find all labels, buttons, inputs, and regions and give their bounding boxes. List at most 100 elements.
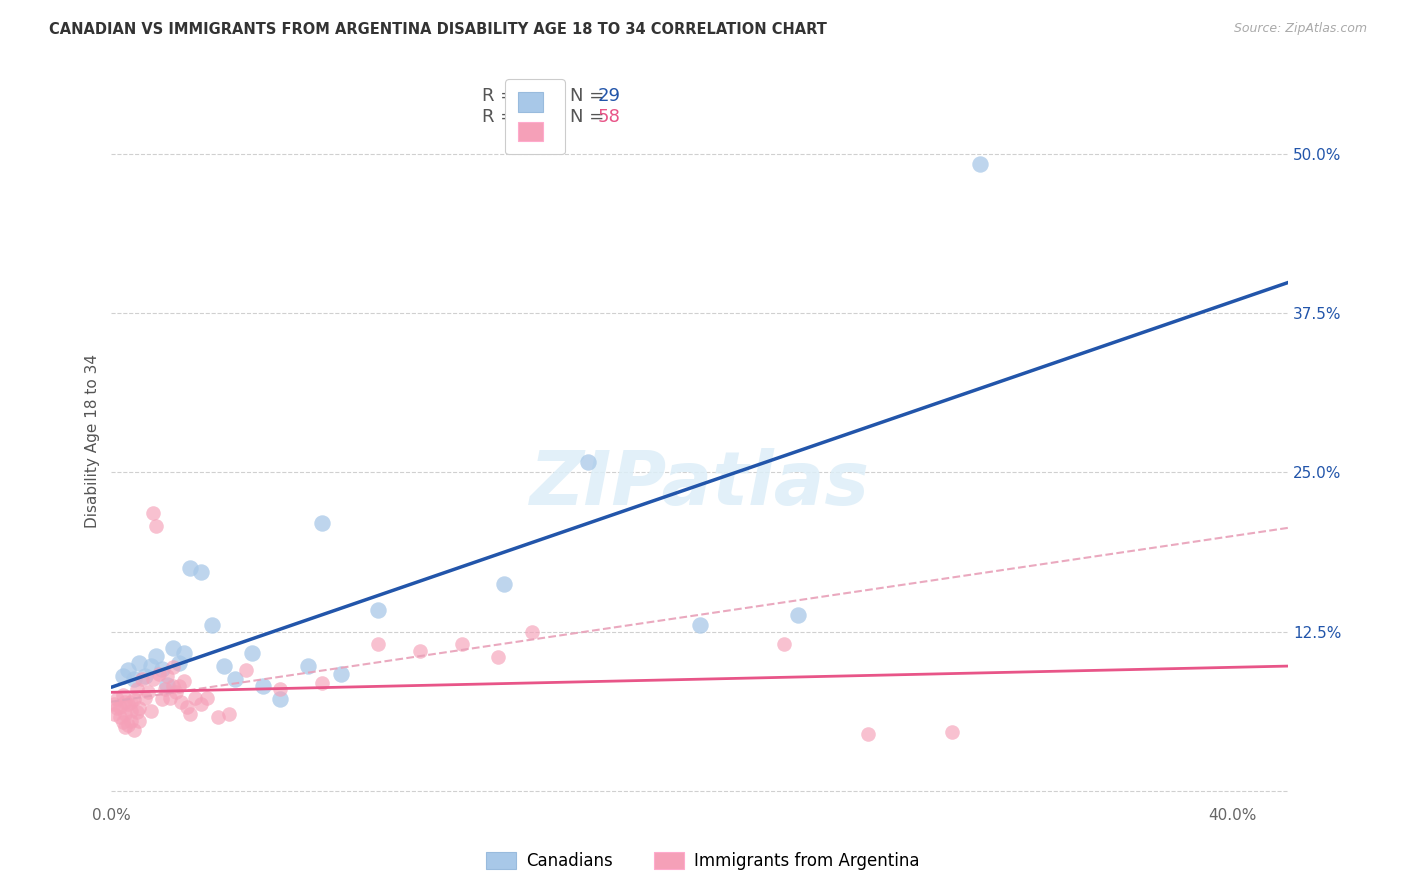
Point [139,659,162,673]
Point [269,692,291,706]
Point [117,663,139,677]
Point [145,648,167,663]
Point [162,660,184,674]
Point [252,680,274,694]
Text: N =: N = [571,87,610,104]
Point [159,690,181,705]
Point [111,715,134,730]
Point [165,684,187,698]
Point [114,707,136,722]
Text: 0.531: 0.531 [509,87,561,104]
Point [108,710,131,724]
Point [311,516,333,531]
Point [520,624,543,639]
Point [330,666,353,681]
Point [153,681,176,696]
Point [173,646,195,660]
Point [269,681,291,696]
Point [941,725,963,739]
Point [235,663,257,677]
Point [190,565,212,579]
Point [120,695,142,709]
Point [128,714,150,728]
Point [311,675,333,690]
Point [218,707,240,722]
Point [224,672,246,686]
Text: ZIPatlas: ZIPatlas [530,448,870,521]
Text: 29: 29 [598,87,620,104]
Point [108,699,131,714]
Point [195,690,218,705]
Point [492,577,515,591]
Point [125,705,148,719]
Point [103,707,125,722]
Point [114,695,136,709]
Point [142,506,165,520]
Y-axis label: Disability Age 18 to 34: Disability Age 18 to 34 [86,353,100,527]
Point [125,681,148,696]
Point [486,650,509,665]
Point [145,519,167,533]
Point [212,659,235,673]
Legend: Canadians, Immigrants from Argentina: Canadians, Immigrants from Argentina [479,845,927,877]
Point [176,699,198,714]
Point [162,680,184,694]
Point [201,618,224,632]
Point [367,637,389,651]
Point [156,669,179,683]
Point [773,637,796,651]
Point [122,672,145,686]
Point [122,692,145,706]
Point [576,455,599,469]
Point [150,692,173,706]
Point [170,695,193,709]
Point [179,707,201,722]
Point [111,669,134,683]
Point [117,698,139,712]
Legend: , : , [505,79,565,154]
Point [150,662,173,676]
Point [120,714,142,728]
Point [689,618,711,632]
Point [173,674,195,689]
Point [408,644,430,658]
Point [128,657,150,671]
Point [167,680,190,694]
Point [162,641,184,656]
Point [148,666,170,681]
Point [128,701,150,715]
Point [297,659,319,673]
Point [134,669,156,683]
Point [969,157,991,171]
Text: 0.166: 0.166 [509,109,561,127]
Point [156,678,179,692]
Text: R =: R = [482,87,522,104]
Point [240,646,263,660]
Point [136,684,159,698]
Point [111,689,134,703]
Point [122,723,145,737]
Text: Source: ZipAtlas.com: Source: ZipAtlas.com [1233,22,1367,36]
Point [114,720,136,734]
Point [103,698,125,712]
Point [367,603,389,617]
Text: N =: N = [571,109,610,127]
Point [179,561,201,575]
Point [184,690,207,705]
Text: CANADIAN VS IMMIGRANTS FROM ARGENTINA DISABILITY AGE 18 TO 34 CORRELATION CHART: CANADIAN VS IMMIGRANTS FROM ARGENTINA DI… [49,22,827,37]
Point [139,704,162,718]
Point [134,690,156,705]
Point [190,698,212,712]
Point [450,637,472,651]
Text: 58: 58 [598,109,620,127]
Point [787,608,810,623]
Point [120,704,142,718]
Point [105,701,128,715]
Point [117,717,139,731]
Point [142,672,165,686]
Text: R =: R = [482,109,522,127]
Point [105,692,128,706]
Point [207,710,229,724]
Point [131,672,153,686]
Point [856,726,879,740]
